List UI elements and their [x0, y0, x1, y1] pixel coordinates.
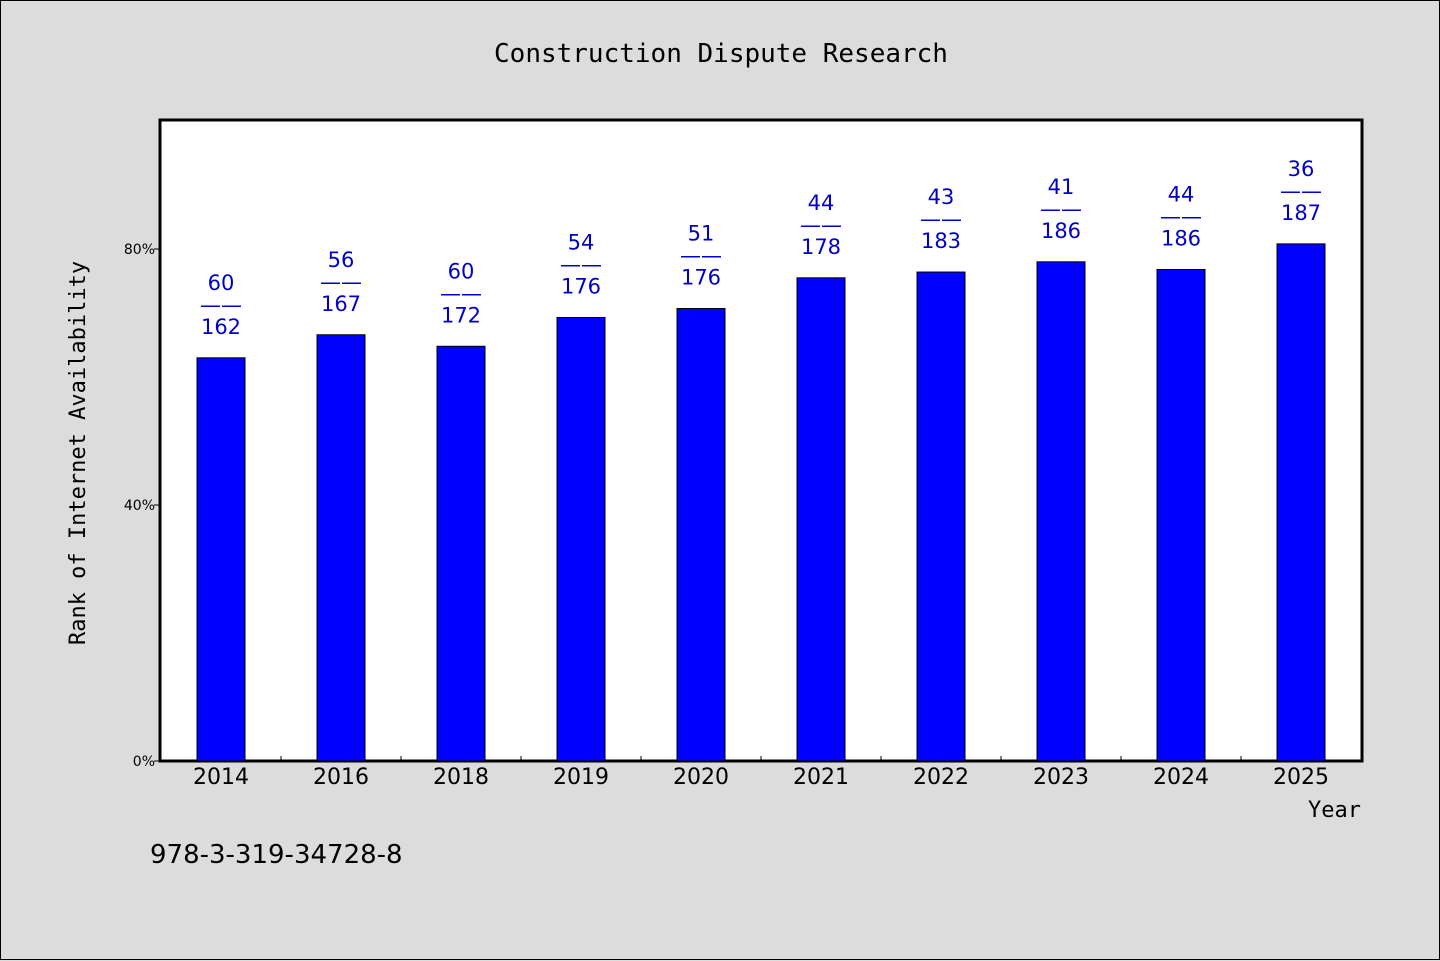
y-tick-label: 40% — [124, 498, 155, 514]
y-axis-ticks: 0% 40% 80% — [124, 242, 161, 770]
bar-label-sep-2014: —— — [200, 293, 242, 317]
bar-label-sep-2024: —— — [1160, 204, 1202, 228]
bar-label-sep-2020: —— — [680, 244, 722, 268]
bar-label-sep-2023: —— — [1040, 197, 1082, 221]
bar-label-top-2016: 56 — [328, 248, 355, 272]
bar-label-top-2022: 43 — [928, 185, 955, 209]
x-axis-label: Year — [1308, 798, 1361, 823]
footer-isbn: 978-3-319-34728-8 — [150, 840, 403, 870]
bar-2023 — [1036, 261, 1086, 762]
bar-2014 — [196, 357, 246, 762]
bar-label-sep-2018: —— — [440, 281, 482, 305]
bar-label-top-2019: 54 — [568, 230, 595, 254]
bar-labels-group: 60——16256——16760——17254——17651——17644——1… — [200, 157, 1322, 339]
bar-label-bottom-2016: 167 — [321, 292, 361, 316]
bar-label-sep-2016: —— — [320, 270, 362, 294]
bar-2020 — [676, 308, 726, 762]
bar-label-top-2021: 44 — [808, 191, 835, 215]
bar-label-sep-2025: —— — [1280, 179, 1322, 203]
bar-label-top-2023: 41 — [1048, 175, 1075, 199]
y-tick-label: 0% — [133, 754, 155, 770]
bar-label-top-2018: 60 — [448, 259, 475, 283]
bar-label-bottom-2019: 176 — [561, 274, 601, 298]
bar-label-top-2020: 51 — [688, 222, 715, 246]
bars-group — [196, 243, 1326, 762]
bar-2022 — [916, 271, 966, 762]
bar-label-bottom-2014: 162 — [201, 315, 241, 339]
x-tick-label-2023: 2023 — [1033, 765, 1089, 790]
x-axis-ticks: 2014 2016 2018 2019 2020 2021 2022 2023 2024 2025 — [193, 756, 1329, 790]
x-tick-label-2022: 2022 — [913, 765, 969, 790]
bar-label-bottom-2025: 187 — [1281, 201, 1321, 225]
bar-2018 — [436, 345, 486, 762]
bar-2025 — [1276, 243, 1326, 762]
bar-2021 — [796, 277, 846, 762]
x-tick-label-2021: 2021 — [793, 765, 849, 790]
bar-label-top-2024: 44 — [1168, 182, 1195, 206]
x-tick-label-2020: 2020 — [673, 765, 729, 790]
bar-label-bottom-2021: 178 — [801, 235, 841, 259]
bar-label-sep-2019: —— — [560, 252, 602, 276]
x-tick-label-2016: 2016 — [313, 765, 369, 790]
x-tick-label-2025: 2025 — [1273, 765, 1329, 790]
chart-title: Construction Dispute Research — [494, 39, 948, 69]
bar-label-bottom-2020: 176 — [681, 266, 721, 290]
bar-2016 — [316, 334, 366, 762]
bar-label-bottom-2023: 186 — [1041, 219, 1081, 243]
y-axis-label: Rank of Internet Availability — [66, 261, 91, 645]
y-tick-label: 80% — [124, 242, 155, 258]
bar-2019 — [556, 316, 606, 762]
bar-label-top-2025: 36 — [1288, 157, 1315, 181]
x-tick-label-2019: 2019 — [553, 765, 609, 790]
bar-label-bottom-2022: 183 — [921, 229, 961, 253]
bar-label-bottom-2018: 172 — [441, 303, 481, 327]
bar-label-bottom-2024: 186 — [1161, 226, 1201, 250]
x-tick-label-2024: 2024 — [1153, 765, 1209, 790]
bar-2024 — [1156, 268, 1206, 762]
x-tick-label-2018: 2018 — [433, 765, 489, 790]
bar-label-sep-2021: —— — [800, 213, 842, 237]
bar-label-top-2014: 60 — [208, 271, 235, 295]
x-tick-label-2014: 2014 — [193, 765, 249, 790]
bar-label-sep-2022: —— — [920, 207, 962, 231]
